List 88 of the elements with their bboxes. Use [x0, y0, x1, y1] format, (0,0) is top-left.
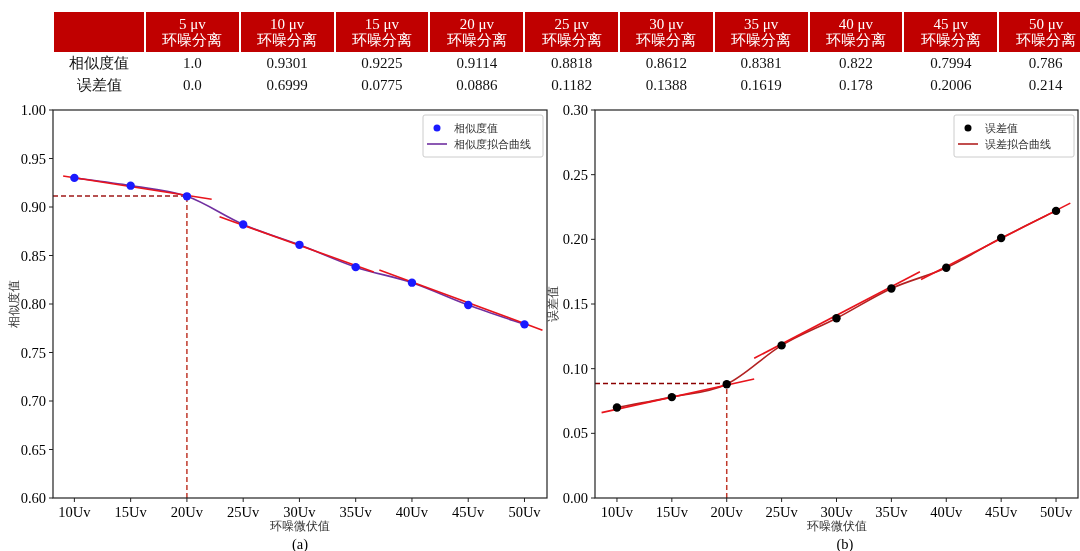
legend-label: 误差拟合曲线	[985, 138, 1051, 150]
legend-label: 相似度拟合曲线	[454, 138, 531, 150]
data-label: 0.786	[998, 52, 1080, 74]
data-label: 0.8818	[524, 52, 619, 74]
point	[464, 300, 473, 310]
x-tick-label: 50Uv	[508, 504, 542, 520]
point	[295, 240, 304, 250]
x-tick-label: 30 μv 环噪分离	[635, 16, 698, 48]
data-label: 0.214	[998, 74, 1080, 96]
y-tick-label: 0.10	[562, 360, 588, 377]
point	[407, 278, 417, 287]
data-label: 0.0775	[334, 74, 430, 96]
x-tick-label: 20 μv 环噪分离	[445, 16, 508, 48]
data-label: 0.8381	[713, 52, 809, 74]
x-tick-label: 50 μv 环噪分离	[1015, 16, 1078, 48]
x-tick-label: 35Uv	[875, 504, 909, 520]
x-tick-label: 30Uv	[283, 504, 317, 520]
y-tick-label: 0.60	[20, 490, 46, 506]
x-tick-label: 35 μv 环噪分离	[730, 16, 793, 48]
data-label: 0.2006	[903, 74, 999, 96]
y-tick-label: 0.05	[562, 425, 588, 442]
data-label: 0.7994	[903, 52, 999, 74]
x-tick-label: 15Uv	[114, 504, 148, 520]
point	[996, 233, 1006, 243]
y-tick-label: 0.30	[562, 102, 588, 118]
legend-label: 误差值	[985, 122, 1018, 134]
x-tick-label: 15 μv 环噪分离	[351, 16, 413, 48]
x-tick-label: 45Uv	[985, 504, 1019, 520]
y-tick-label: 0.25	[562, 166, 588, 183]
y-tick-label: 0.00	[562, 490, 588, 506]
y-tick-label: 0.75	[20, 344, 46, 361]
x-tick-label: 25Uv	[227, 504, 261, 520]
data-label: 0.9301	[239, 52, 335, 74]
point	[612, 403, 622, 412]
x-tick-label: 15Uv	[655, 504, 689, 520]
legend-label: 相似度值	[454, 122, 498, 134]
data-label: 0.0	[145, 74, 240, 96]
x-tick-label: 30Uv	[820, 504, 854, 520]
x-tick-label: 10 μv 环噪分离	[256, 16, 319, 48]
y-tick-label: 0.95	[20, 150, 46, 167]
y-tick-label: 0.85	[20, 247, 46, 264]
data-label: 0.0886	[429, 74, 525, 96]
point	[1051, 206, 1061, 216]
y-tick-label: 0.80	[20, 296, 46, 312]
data-label: 0.6999	[239, 74, 335, 96]
data-label: 0.822	[808, 52, 904, 74]
point	[351, 262, 360, 272]
x-tick-label: 20Uv	[170, 504, 204, 520]
x-tick-label: 35Uv	[339, 504, 373, 520]
data-label: 1.0	[145, 52, 240, 74]
data-label: 0.9225	[334, 52, 430, 74]
x-axis-title: 环噪微伏值	[806, 520, 867, 532]
data-label: 0.1619	[713, 74, 809, 96]
data-label: 0.1388	[618, 74, 714, 96]
x-tick-label: 50Uv	[1039, 504, 1073, 520]
point	[126, 181, 135, 190]
x-tick-label: 10Uv	[58, 504, 92, 520]
point	[182, 192, 192, 201]
x-tick-label: 20Uv	[710, 504, 744, 520]
x-tick-label: 25 μv 环噪分离	[540, 16, 603, 48]
y-tick-label: 0.70	[20, 393, 46, 409]
x-tick-label: 5 μv 环噪分离	[161, 16, 224, 48]
point	[238, 220, 248, 229]
x-axis-title: 环噪微伏值	[270, 520, 330, 532]
x-tick-label: 45 μv 环噪分离	[919, 16, 982, 48]
x-tick-label: 45Uv	[452, 504, 486, 520]
data-label: 0.1182	[524, 74, 619, 96]
y-tick-label: 0.65	[20, 441, 46, 458]
y-tick-label: 1.00	[20, 102, 46, 118]
data-label: 0.178	[808, 74, 904, 96]
y-tick-label: 0.15	[562, 296, 588, 312]
x-tick-label: 40Uv	[930, 504, 964, 520]
point	[942, 263, 951, 272]
point	[70, 173, 79, 183]
x-tick-label: 40Uv	[395, 504, 429, 520]
y-tick-label: 0.90	[20, 199, 46, 215]
y-tick-label: 0.20	[562, 231, 588, 248]
point	[667, 392, 677, 402]
point	[887, 284, 896, 293]
point	[832, 314, 841, 323]
x-tick-label: 10Uv	[600, 504, 634, 520]
data-label: 0.8612	[618, 52, 714, 74]
x-tick-label: 40 μv 环噪分离	[824, 16, 887, 48]
x-tick-label: 25Uv	[765, 504, 799, 520]
point	[520, 320, 529, 329]
point	[722, 379, 731, 389]
data-label: 0.9114	[429, 52, 525, 74]
point	[777, 341, 786, 350]
